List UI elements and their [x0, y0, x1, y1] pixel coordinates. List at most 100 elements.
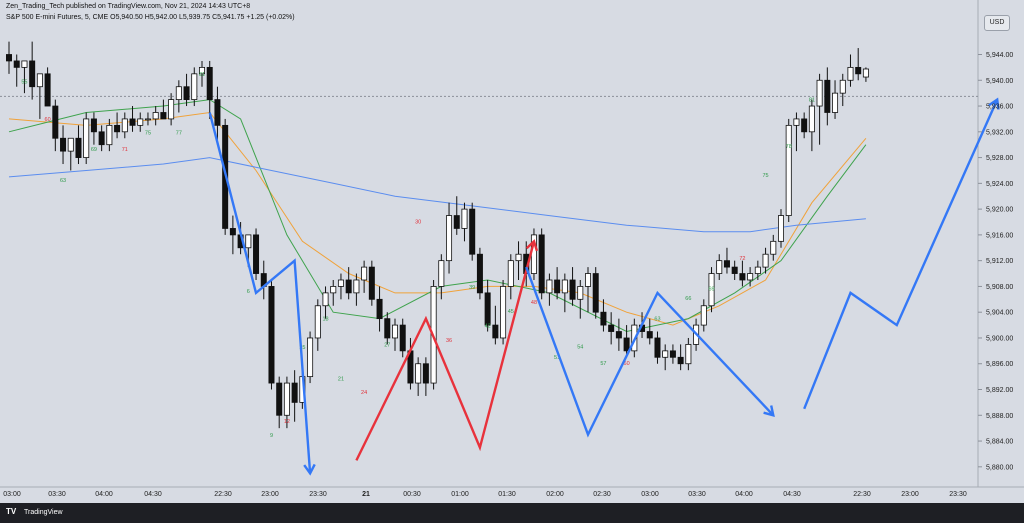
candle	[29, 41, 36, 100]
bear-candle-body	[453, 215, 460, 229]
moving-average-line-fast	[8, 111, 867, 326]
bull-candle-body	[762, 253, 769, 268]
bear-candle-body	[623, 337, 630, 352]
bull-candle-body	[168, 99, 175, 120]
bear-candle-body	[824, 79, 831, 113]
bear-candle-body	[60, 137, 67, 152]
price-tick-label: 5,880.00	[986, 464, 1013, 471]
bear-candle-body	[608, 324, 615, 332]
currency-button[interactable]: USD	[984, 15, 1010, 31]
bull-candle-body	[546, 279, 553, 294]
candle	[44, 67, 51, 107]
price-tick-label: 5,892.00	[986, 387, 1013, 394]
candle	[747, 267, 754, 287]
candle	[778, 209, 785, 248]
time-tick-label: 22:30	[214, 491, 232, 498]
price-tick-label: 5,912.00	[986, 258, 1013, 265]
candle-count-label: 81	[199, 72, 205, 78]
bull-candle-body	[21, 60, 28, 68]
time-tick-label: 01:30	[498, 491, 516, 498]
bull-candle-body	[36, 73, 43, 88]
candle	[446, 202, 453, 274]
candle-count-label: 81	[809, 98, 815, 104]
bull-candle-body	[106, 124, 113, 146]
bear-candle-body	[739, 273, 746, 281]
candle-count-label: 21	[338, 376, 344, 382]
annotation-arrow-blue	[803, 99, 999, 410]
bull-candle-body	[577, 286, 584, 300]
bear-candle-body	[476, 253, 483, 294]
candle	[90, 112, 97, 145]
candle	[492, 305, 499, 345]
bull-candle-body	[500, 286, 507, 339]
moving-averages	[8, 99, 867, 333]
bear-candle-body	[6, 54, 12, 62]
bull-candle-body	[507, 260, 514, 287]
time-tick-label: 03:00	[641, 491, 659, 498]
bear-candle-body	[669, 350, 676, 358]
bear-candle-body	[229, 228, 236, 236]
candle	[623, 325, 630, 358]
bull-candle-body	[175, 86, 182, 100]
bear-candle-body	[569, 279, 576, 300]
bull-candle-body	[808, 105, 815, 133]
candle	[268, 279, 275, 390]
candle	[592, 267, 599, 319]
time-tick-label: 22:30	[853, 491, 871, 498]
bear-candle-body	[90, 118, 97, 133]
candle	[685, 337, 692, 371]
candle-count-label: 77	[176, 130, 182, 136]
bull-candle-body	[121, 118, 128, 133]
candle	[500, 279, 507, 345]
bear-candle-body	[114, 124, 121, 133]
bull-candle-body	[515, 253, 522, 262]
bull-candle-body	[137, 118, 144, 126]
candle	[770, 234, 777, 261]
candle	[808, 99, 815, 152]
candle	[561, 273, 568, 313]
candle	[862, 67, 869, 82]
candle	[191, 67, 198, 107]
candle	[754, 260, 761, 280]
time-tick-label: 01:00	[451, 491, 469, 498]
bull-candle-body	[446, 215, 453, 262]
bull-candle-body	[708, 273, 715, 307]
price-tick-label: 5,916.00	[986, 232, 1013, 239]
bear-candle-body	[592, 273, 599, 313]
candle	[415, 357, 422, 396]
candle	[229, 215, 236, 255]
moving-average-line-slow	[8, 157, 866, 233]
bear-candle-body	[723, 260, 730, 268]
bull-candle-body	[353, 279, 360, 294]
candle	[538, 228, 545, 300]
bull-candle-body	[785, 124, 792, 216]
price-tick-label: 5,940.00	[986, 78, 1013, 85]
bull-candle-body	[832, 92, 839, 113]
bull-candle-body	[793, 118, 800, 126]
price-tick-label: 5,884.00	[986, 439, 1013, 446]
tradingview-logo-icon: TV	[6, 507, 17, 516]
bull-candle-body	[337, 279, 344, 287]
candle	[438, 254, 445, 300]
candle-count-label: 24	[361, 390, 367, 396]
publisher-caption: Zen_Trading_Tech published on TradingVie…	[6, 3, 251, 10]
candle	[368, 260, 375, 306]
candle	[144, 112, 151, 126]
time-tick-label: 21	[362, 491, 370, 498]
bull-candle-body	[778, 215, 785, 242]
candle	[793, 112, 800, 152]
time-tick-label: 03:30	[48, 491, 66, 498]
bull-candle-body	[322, 292, 329, 307]
bull-candle-body	[67, 137, 74, 152]
candle	[646, 318, 653, 345]
candle	[152, 106, 159, 126]
candle	[515, 241, 522, 280]
candle	[700, 299, 707, 332]
bear-candle-body	[52, 105, 59, 139]
bull-candle-body	[847, 66, 854, 81]
price-tick-label: 5,896.00	[986, 361, 1013, 368]
candle	[322, 286, 329, 319]
candle-count-label: 75	[145, 130, 151, 136]
